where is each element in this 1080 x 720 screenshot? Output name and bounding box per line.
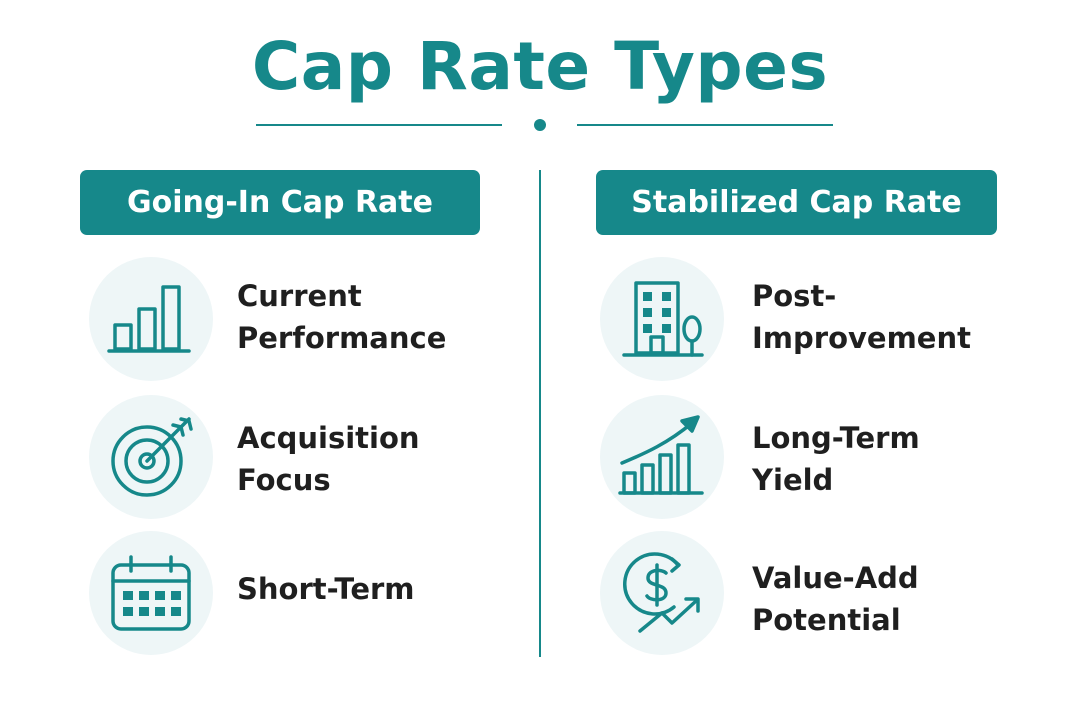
title-rule-dot	[534, 119, 546, 131]
icon-circle	[89, 257, 213, 381]
item-post-improvement: Post- Improvement	[600, 257, 1000, 381]
page-title: Cap Rate Types	[251, 28, 829, 105]
calendar-icon	[111, 555, 191, 631]
title-rule-left	[256, 124, 502, 126]
dollar-growth-icon	[623, 552, 700, 633]
icon-circle	[600, 395, 724, 519]
item-label: Short-Term	[237, 572, 415, 606]
item-short-term: Short-Term	[89, 531, 469, 655]
building-icon	[622, 281, 704, 357]
icon-circle	[600, 257, 724, 381]
icon-circle	[89, 395, 213, 519]
growth-chart-icon	[618, 415, 704, 495]
item-label: Current Performance	[237, 279, 447, 355]
column-divider	[539, 170, 541, 657]
title-rule-right	[577, 124, 833, 126]
icon-circle	[89, 531, 213, 655]
item-label: Long-Term Yield	[752, 421, 920, 497]
item-label: Post- Improvement	[752, 279, 971, 355]
item-label: Value-Add Potential	[752, 561, 919, 637]
bar-chart-icon	[107, 285, 191, 353]
item-acquisition-focus: Acquisition Focus	[89, 395, 469, 519]
item-label: Acquisition Focus	[237, 421, 420, 497]
item-current-performance: Current Performance	[89, 257, 469, 381]
target-icon	[111, 417, 193, 497]
stabilized-cap-rate-header: Stabilized Cap Rate	[596, 170, 997, 235]
item-long-term-yield: Long-Term Yield	[600, 395, 1000, 519]
going-in-cap-rate-header: Going-In Cap Rate	[80, 170, 480, 235]
item-value-add-potential: Value-Add Potential	[600, 531, 1000, 655]
icon-circle	[600, 531, 724, 655]
